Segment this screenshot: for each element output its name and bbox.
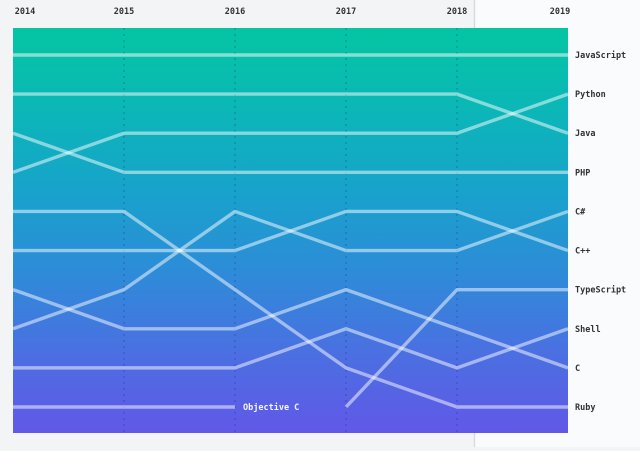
language-label-cpp: C++ — [575, 247, 590, 257]
year-label-2019: 2019 — [550, 7, 570, 17]
language-label-c: C — [575, 364, 580, 374]
language-label-csharp: C# — [575, 207, 586, 217]
language-label-javascript: JavaScript — [575, 50, 626, 61]
language-label-typescript: TypeScript — [575, 285, 626, 296]
year-label-2018: 2018 — [447, 7, 467, 17]
inline-label-objective-c: Objective C — [243, 402, 299, 413]
year-label-2014: 2014 — [15, 7, 35, 17]
year-label-2016: 2016 — [225, 7, 245, 17]
language-label-php: PHP — [575, 168, 590, 178]
language-label-java: Java — [575, 129, 595, 139]
language-label-shell: Shell — [575, 325, 601, 335]
language-label-ruby: Ruby — [575, 403, 595, 413]
year-label-2017: 2017 — [336, 7, 356, 17]
language-label-python: Python — [575, 90, 606, 100]
year-label-2015: 2015 — [114, 7, 134, 17]
